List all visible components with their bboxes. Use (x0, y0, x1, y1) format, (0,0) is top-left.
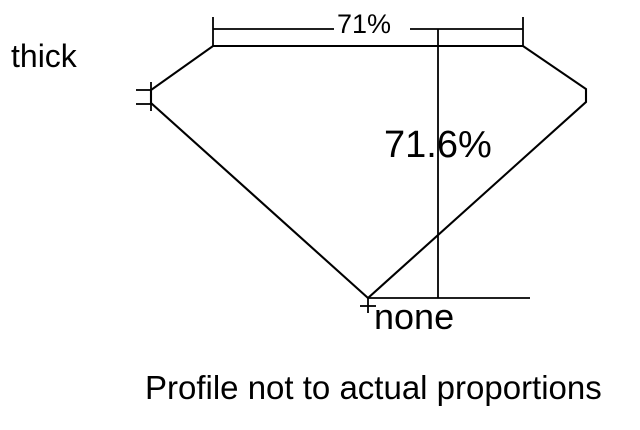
svg-text:thick: thick (11, 38, 78, 74)
svg-text:none: none (374, 296, 454, 337)
svg-text:71.6%: 71.6% (384, 124, 492, 166)
svg-text:Profile not to actual proporti: Profile not to actual proportions (145, 369, 602, 406)
svg-text:71%: 71% (337, 9, 391, 39)
